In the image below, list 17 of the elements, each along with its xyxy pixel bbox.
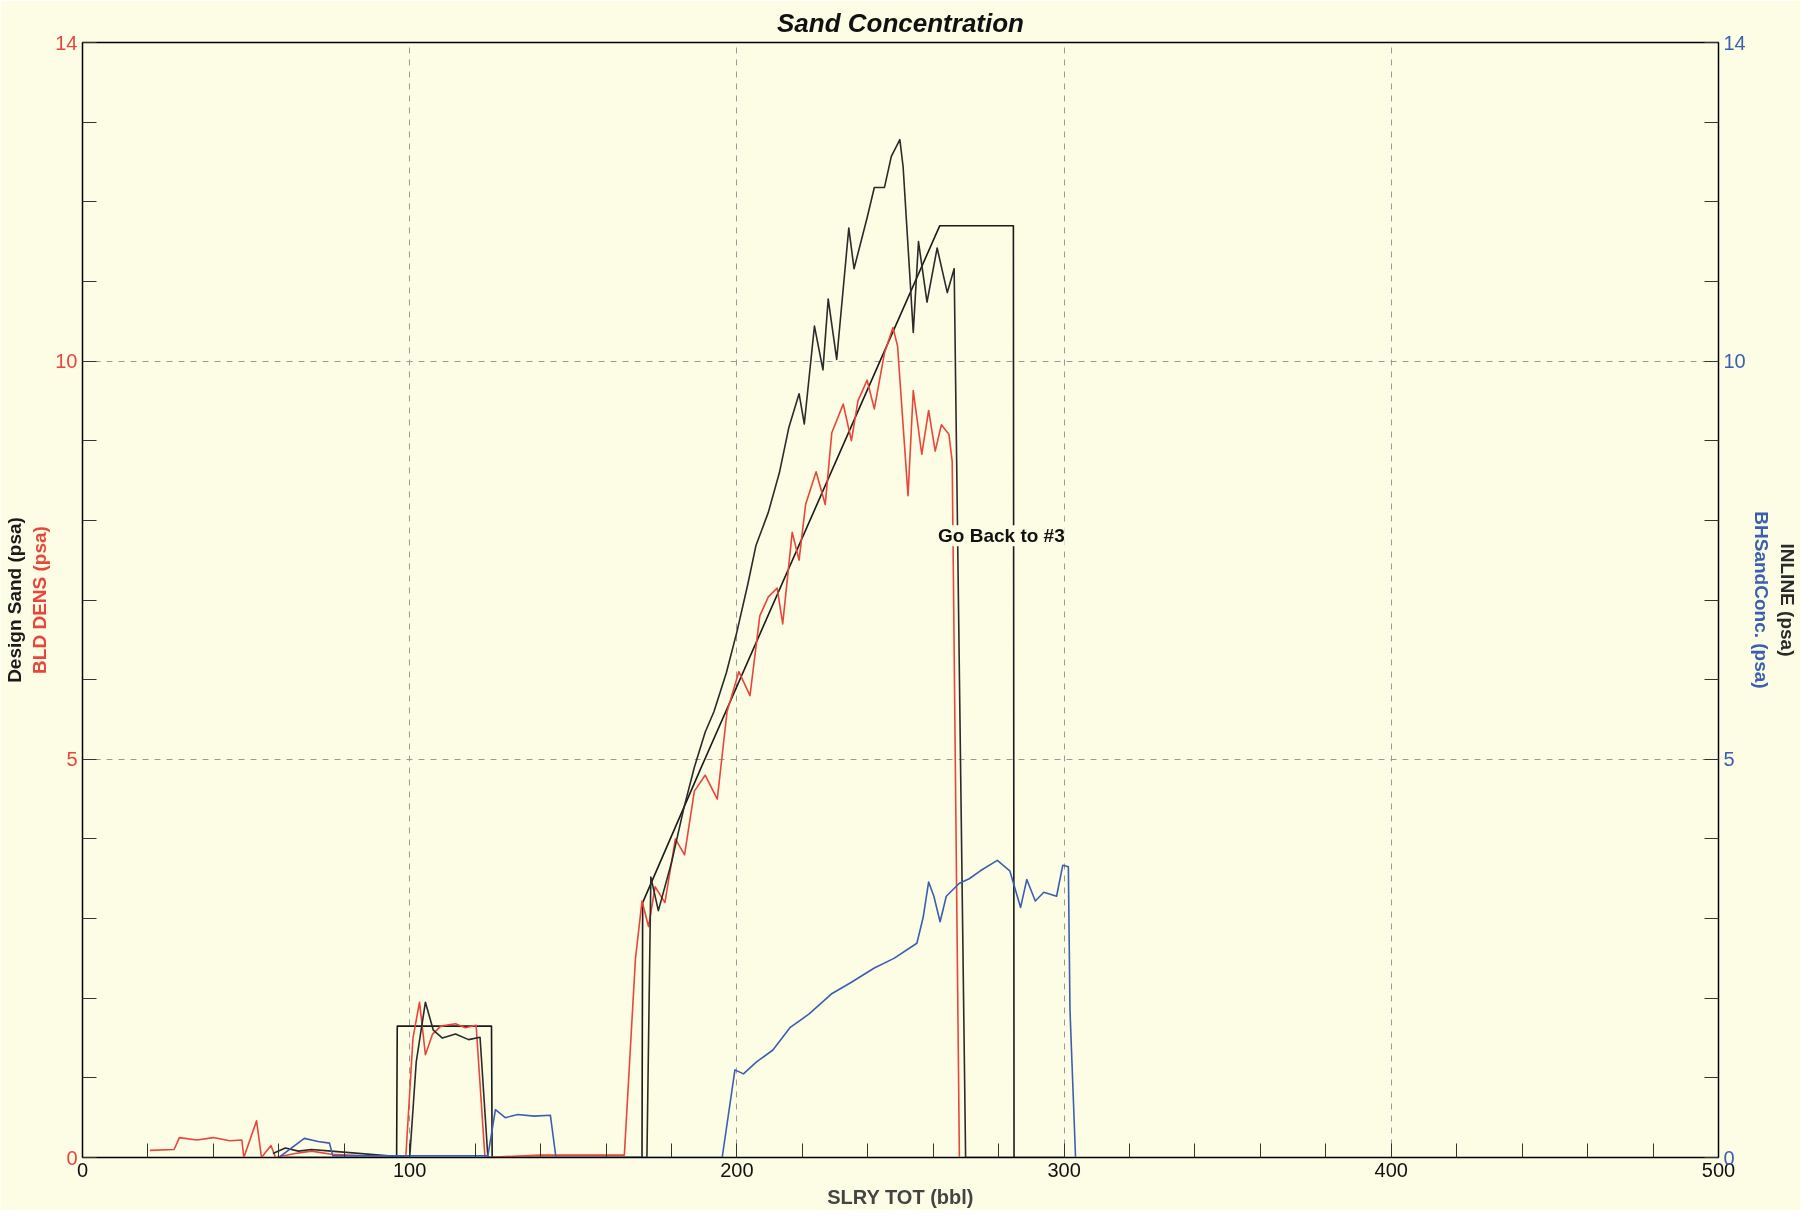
y-tick-label: 14 <box>55 31 78 54</box>
x-tick-label: 200 <box>720 1158 754 1181</box>
text: BLD DENS (psa) <box>29 526 51 674</box>
text: INLINE (psa) <box>1776 543 1798 657</box>
annotation: Go Back to #3 <box>938 525 1065 547</box>
x-tick-label: 400 <box>1374 1158 1408 1181</box>
y2-tick-label: 10 <box>1723 350 1746 373</box>
y-tick-label: 10 <box>55 350 78 373</box>
text: BHSandConc. (psa) <box>1750 511 1772 689</box>
chart-title: Sand Concentration <box>776 7 1025 38</box>
y2-tick-label: 14 <box>1723 31 1746 54</box>
text: Design Sand (psa) <box>3 517 25 683</box>
x-tick-label: 100 <box>393 1158 427 1181</box>
x-tick-label: 300 <box>1047 1158 1081 1181</box>
y-tick-label: 5 <box>66 748 78 771</box>
y2-tick-label: 5 <box>1723 748 1735 771</box>
x-axis-title: SLRY TOT (bbl) <box>827 1185 974 1208</box>
